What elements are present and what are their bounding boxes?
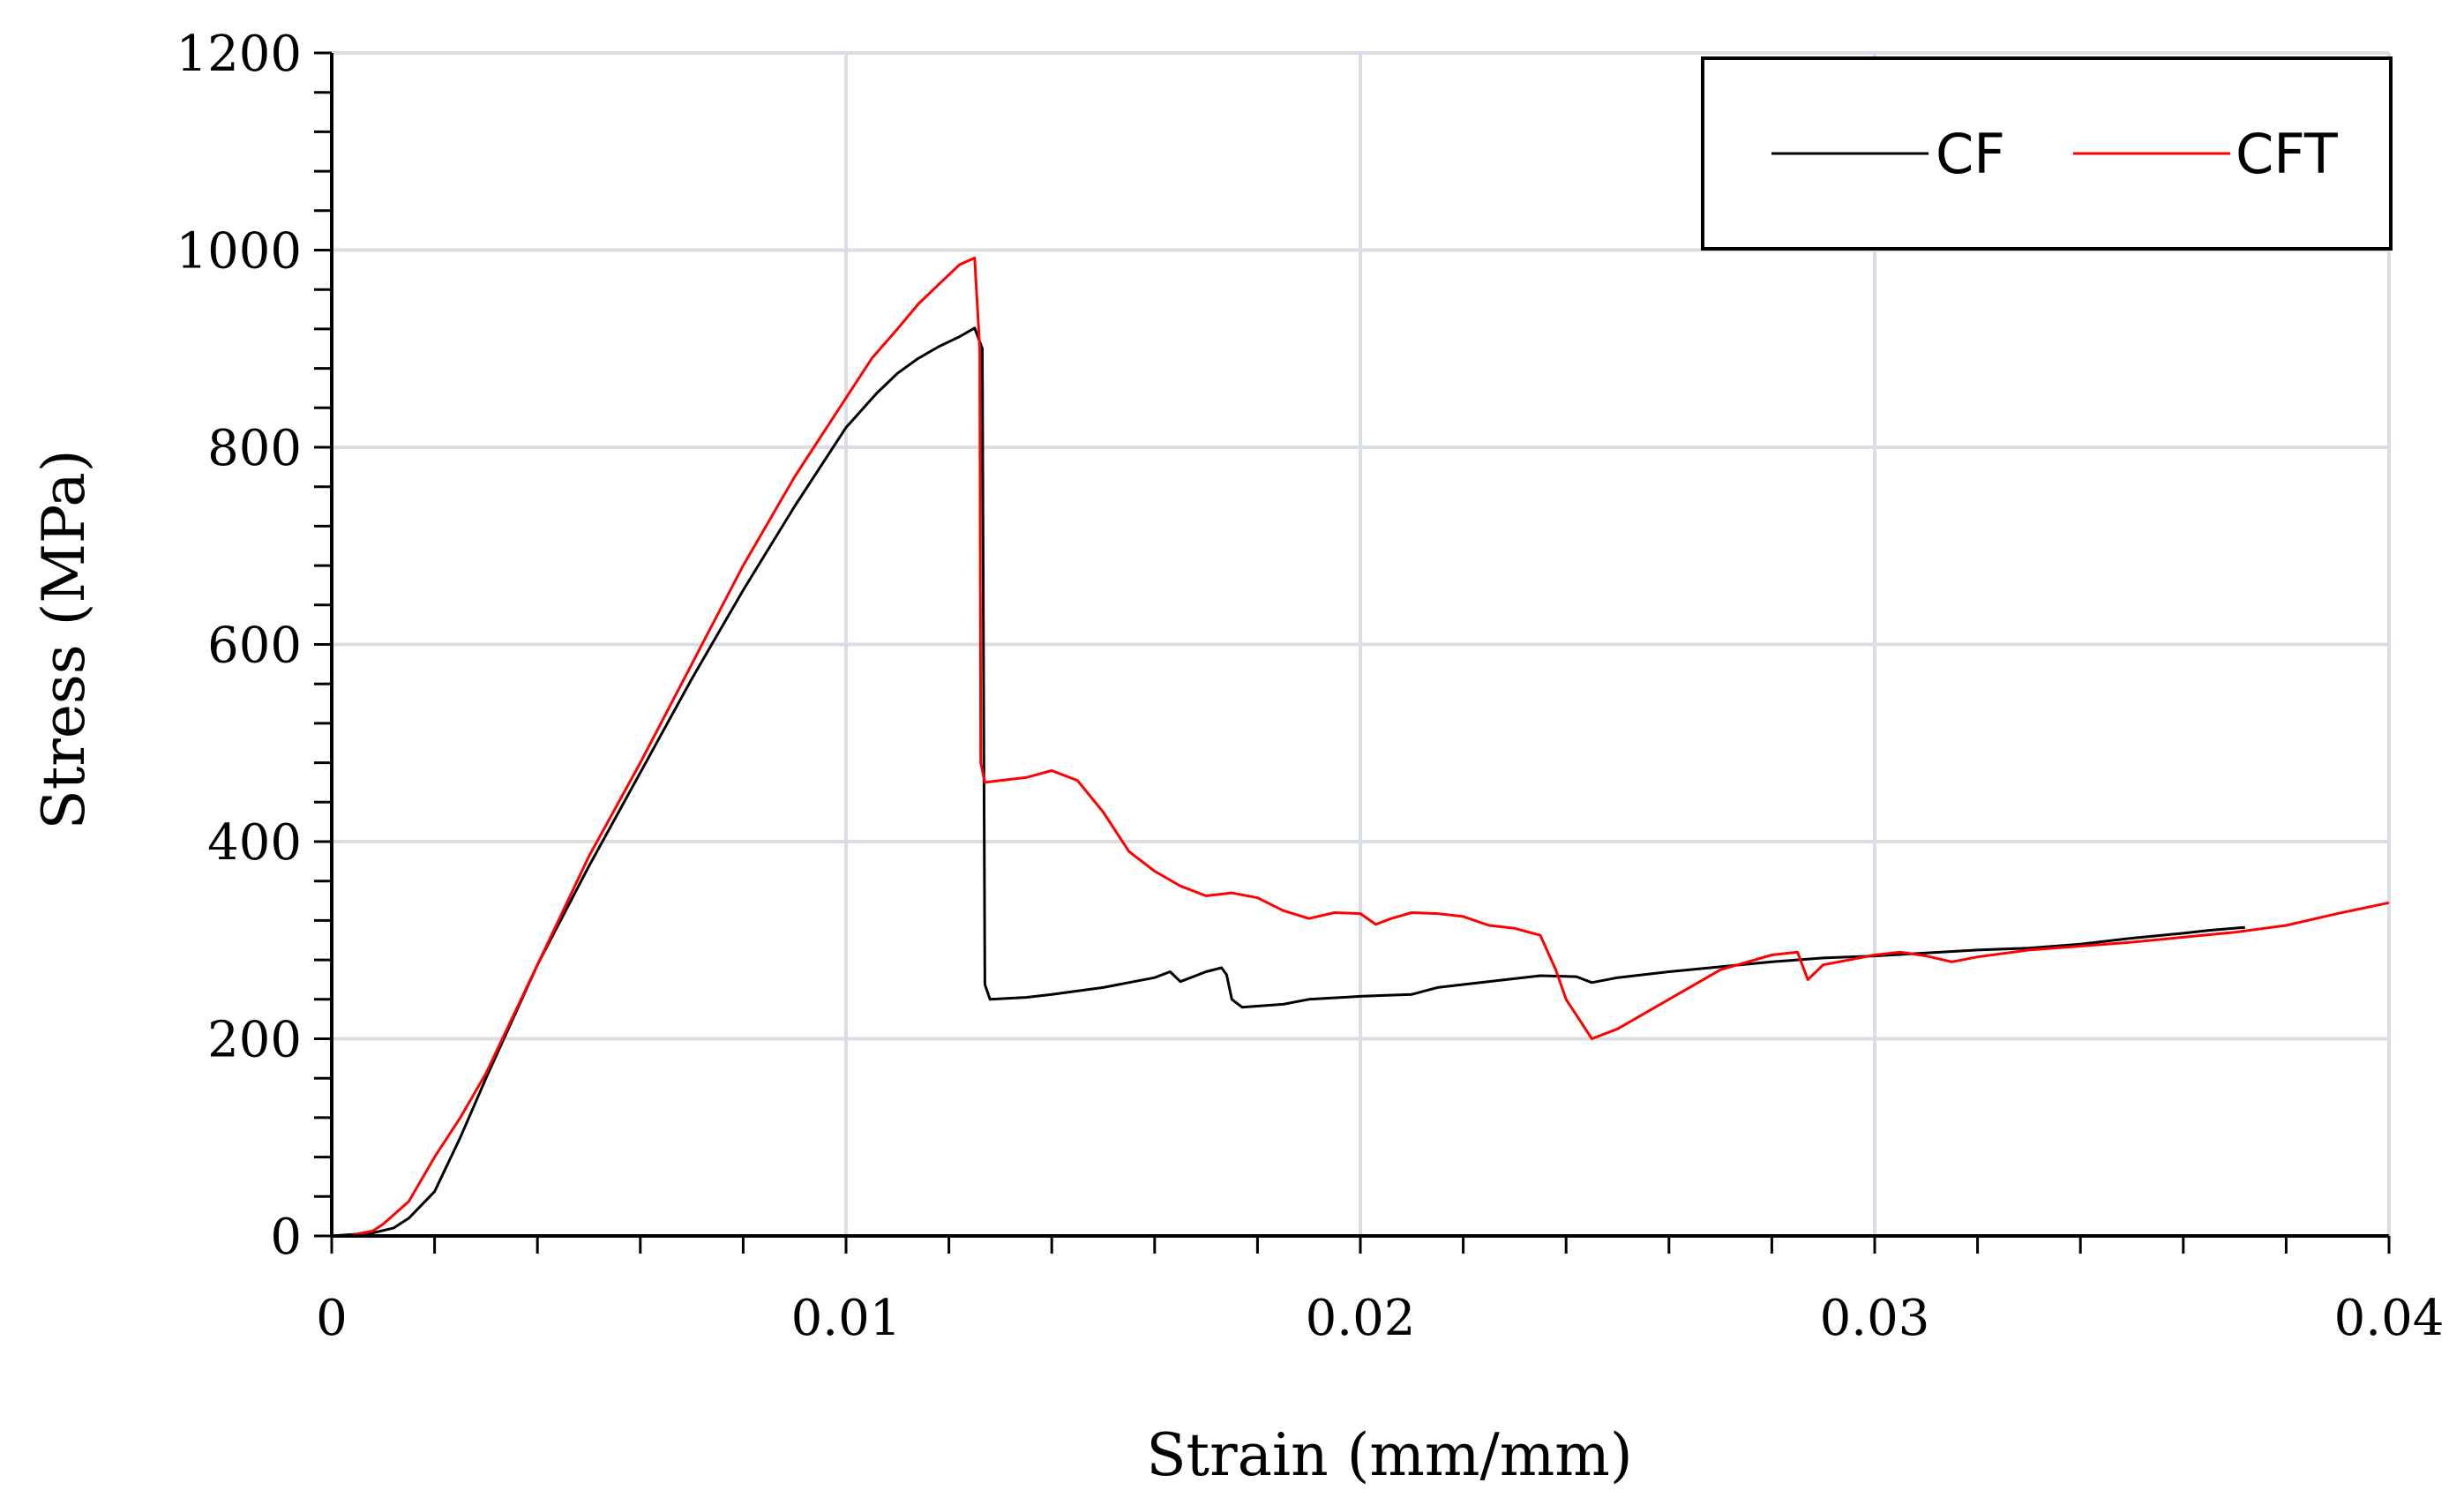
x-tick-label: 0: [316, 1290, 348, 1347]
x-tick-label: 0.04: [2334, 1290, 2445, 1347]
legend-label-cft: CFT: [2236, 122, 2339, 186]
legend-label-cf: CF: [1936, 122, 2005, 186]
y-tick-label: 200: [207, 1012, 302, 1069]
y-tick-label: 800: [207, 420, 302, 477]
series-line-cft: [347, 256, 2390, 1238]
x-tick-label: 0.02: [1306, 1290, 1416, 1347]
x-tick-labels: 0 0.01 0.02 0.03 0.04: [316, 1290, 2444, 1347]
x-tick-label: 0.01: [791, 1290, 902, 1347]
data-series: [331, 256, 2390, 1238]
y-tick-label: 1200: [176, 26, 302, 83]
y-tick-label: 0: [270, 1209, 302, 1266]
legend: CF CFT: [1701, 56, 2393, 251]
minor-ticks: [314, 51, 2391, 1254]
y-tick-label: 400: [207, 814, 302, 872]
x-tick-label: 0.03: [1820, 1290, 1930, 1347]
x-axis-title: Strain (mm/mm): [1146, 1421, 1632, 1489]
axes: [330, 53, 2389, 1238]
y-tick-label: 600: [207, 618, 302, 675]
y-tick-labels: 0 200 400 600 800 1000 1200: [176, 26, 302, 1266]
y-tick-label: 1000: [176, 223, 302, 281]
series-line-cf: [331, 326, 2245, 1238]
y-axis-title: Stress (MPa): [30, 450, 98, 830]
